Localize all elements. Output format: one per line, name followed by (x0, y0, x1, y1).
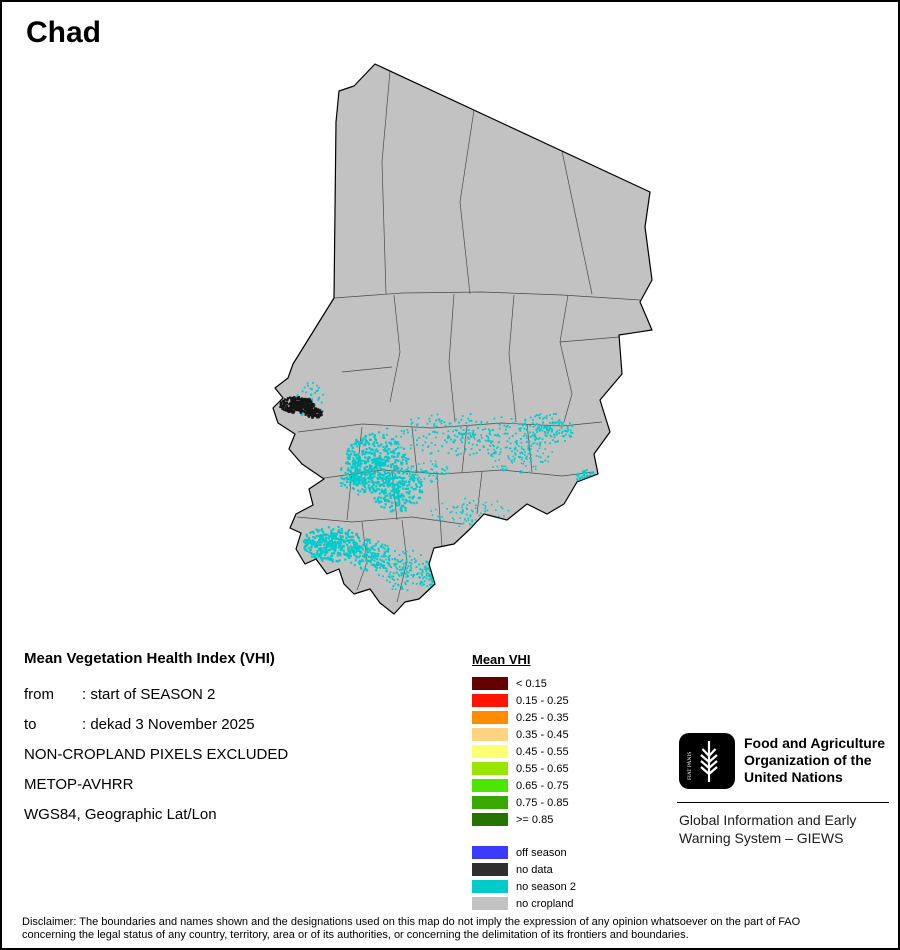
legend-label: 0.35 - 0.45 (516, 728, 569, 741)
info-line: from : start of SEASON 2 (24, 680, 288, 710)
legend-row: 0.65 - 0.75 (472, 777, 576, 794)
info-heading: Mean Vegetation Health Index (VHI) (24, 650, 275, 667)
info-line: WGS84, Geographic Lat/Lon (24, 800, 288, 830)
info-block: Mean Vegetation Health Index (VHI) from:… (24, 648, 288, 830)
admin-boundary (459, 109, 475, 295)
page-title: Chad (26, 16, 101, 49)
legend-row: 0.55 - 0.65 (472, 760, 576, 777)
admin-boundary (389, 294, 401, 403)
disclaimer-line: Disclaimer: The boundaries and names sho… (22, 916, 801, 928)
admin-boundary (508, 294, 517, 423)
legend-swatch (472, 863, 508, 876)
info-line-value: : start of SEASON 2 (82, 686, 216, 703)
fao-org-name: Food and Agriculture Organization of the U… (744, 733, 885, 789)
fao-org-line: United Nations (744, 769, 843, 785)
disclaimer: Disclaimer: The boundaries and names sho… (22, 916, 800, 942)
legend-swatch (472, 677, 508, 690)
admin-boundary (461, 425, 468, 473)
admin-boundary (381, 70, 391, 295)
legend-label: 0.65 - 0.75 (516, 779, 569, 792)
legend-label: 0.75 - 0.85 (516, 796, 569, 809)
legend-swatch (472, 762, 508, 775)
legend-label: no cropland (516, 897, 574, 910)
giews-line: Warning System – GIEWS (679, 830, 844, 846)
legend-classes: < 0.15 0.15 - 0.25 0.25 - 0.35 0.35 - 0.45 0… (472, 675, 576, 828)
info-line: to : dekad 3 November 2025 (24, 710, 288, 740)
info-line-label: to (24, 716, 37, 733)
legend-swatch (472, 745, 508, 758)
legend-swatch (472, 779, 508, 792)
wheat-ear-icon (700, 741, 718, 782)
legend-row: off season (472, 844, 576, 861)
legend-label: >= 0.85 (516, 813, 554, 826)
legend-extras: off season no data no season 2 no cropland (472, 844, 576, 912)
admin-boundary (436, 473, 443, 548)
admin-boundary (396, 519, 408, 603)
legend-swatch (472, 846, 508, 859)
fao-org-line: Food and Agriculture (744, 735, 886, 751)
info-line-value: NON-CROPLAND PIXELS EXCLUDED (24, 746, 289, 763)
legend-label: no season 2 (516, 880, 576, 893)
legend-row: no data (472, 861, 576, 878)
fao-block: FIAT PANIS Food and Agriculture Organizat… (679, 733, 885, 789)
legend-row: no cropland (472, 895, 576, 912)
legend-row: 0.15 - 0.25 (472, 692, 576, 709)
info-line: NON-CROPLAND PIXELS EXCLUDED (24, 740, 288, 770)
chad-outline (272, 63, 653, 615)
fao-org-line: Organization of the (744, 752, 872, 768)
giews-text: Global Information and Early Warning Syst… (679, 811, 856, 847)
legend-label: off season (516, 846, 567, 859)
legend-label: 0.15 - 0.25 (516, 694, 569, 707)
legend-label: 0.55 - 0.65 (516, 762, 569, 775)
fao-logo: FIAT PANIS (679, 733, 735, 789)
legend-label: no data (516, 863, 553, 876)
legend-row: 0.25 - 0.35 (472, 709, 576, 726)
legend-heading: Mean VHI (472, 652, 531, 667)
legend-row: 0.45 - 0.55 (472, 743, 576, 760)
info-line: METOP-AVHRR (24, 770, 288, 800)
footer-divider (677, 802, 889, 803)
info-lines: from : start of SEASON 2 to : dekad 3 Novem… (24, 680, 288, 830)
disclaimer-line: concerning the legal status of any count… (22, 929, 689, 941)
admin-boundary (356, 521, 368, 591)
info-line-value: METOP-AVHRR (24, 776, 134, 793)
admin-boundary (559, 336, 620, 343)
giews-line: Global Information and Early (679, 812, 857, 828)
admin-boundary (559, 294, 573, 423)
legend-swatch (472, 813, 508, 826)
info-line-value: : dekad 3 November 2025 (82, 716, 255, 733)
admin-boundary (341, 366, 393, 373)
legend-swatch (472, 796, 508, 809)
vhi-legend: Mean VHI < 0.15 0.15 - 0.25 0.25 - 0.35 0.3… (472, 652, 576, 912)
legend-label: 0.45 - 0.55 (516, 745, 569, 758)
chad-country-fill (273, 64, 652, 614)
legend-swatch (472, 728, 508, 741)
legend-row: no season 2 (472, 878, 576, 895)
admin-boundary (333, 291, 641, 301)
admin-boundary (448, 293, 456, 423)
chad-map (272, 63, 653, 615)
legend-row: 0.35 - 0.45 (472, 726, 576, 743)
admin-boundary (476, 471, 483, 515)
legend-swatch (472, 694, 508, 707)
admin-boundary (561, 150, 593, 295)
legend-row: >= 0.85 (472, 811, 576, 828)
admin-boundary (411, 426, 418, 473)
legend-label: 0.25 - 0.35 (516, 711, 569, 724)
legend-swatch (472, 880, 508, 893)
legend-label: < 0.15 (516, 677, 547, 690)
legend-row: < 0.15 (472, 675, 576, 692)
info-line-label: from (24, 686, 54, 703)
fao-motto-text: FIAT PANIS (687, 752, 693, 780)
legend-swatch (472, 711, 508, 724)
legend-swatch (472, 897, 508, 910)
info-line-value: WGS84, Geographic Lat/Lon (24, 806, 217, 823)
legend-row: 0.75 - 0.85 (472, 794, 576, 811)
